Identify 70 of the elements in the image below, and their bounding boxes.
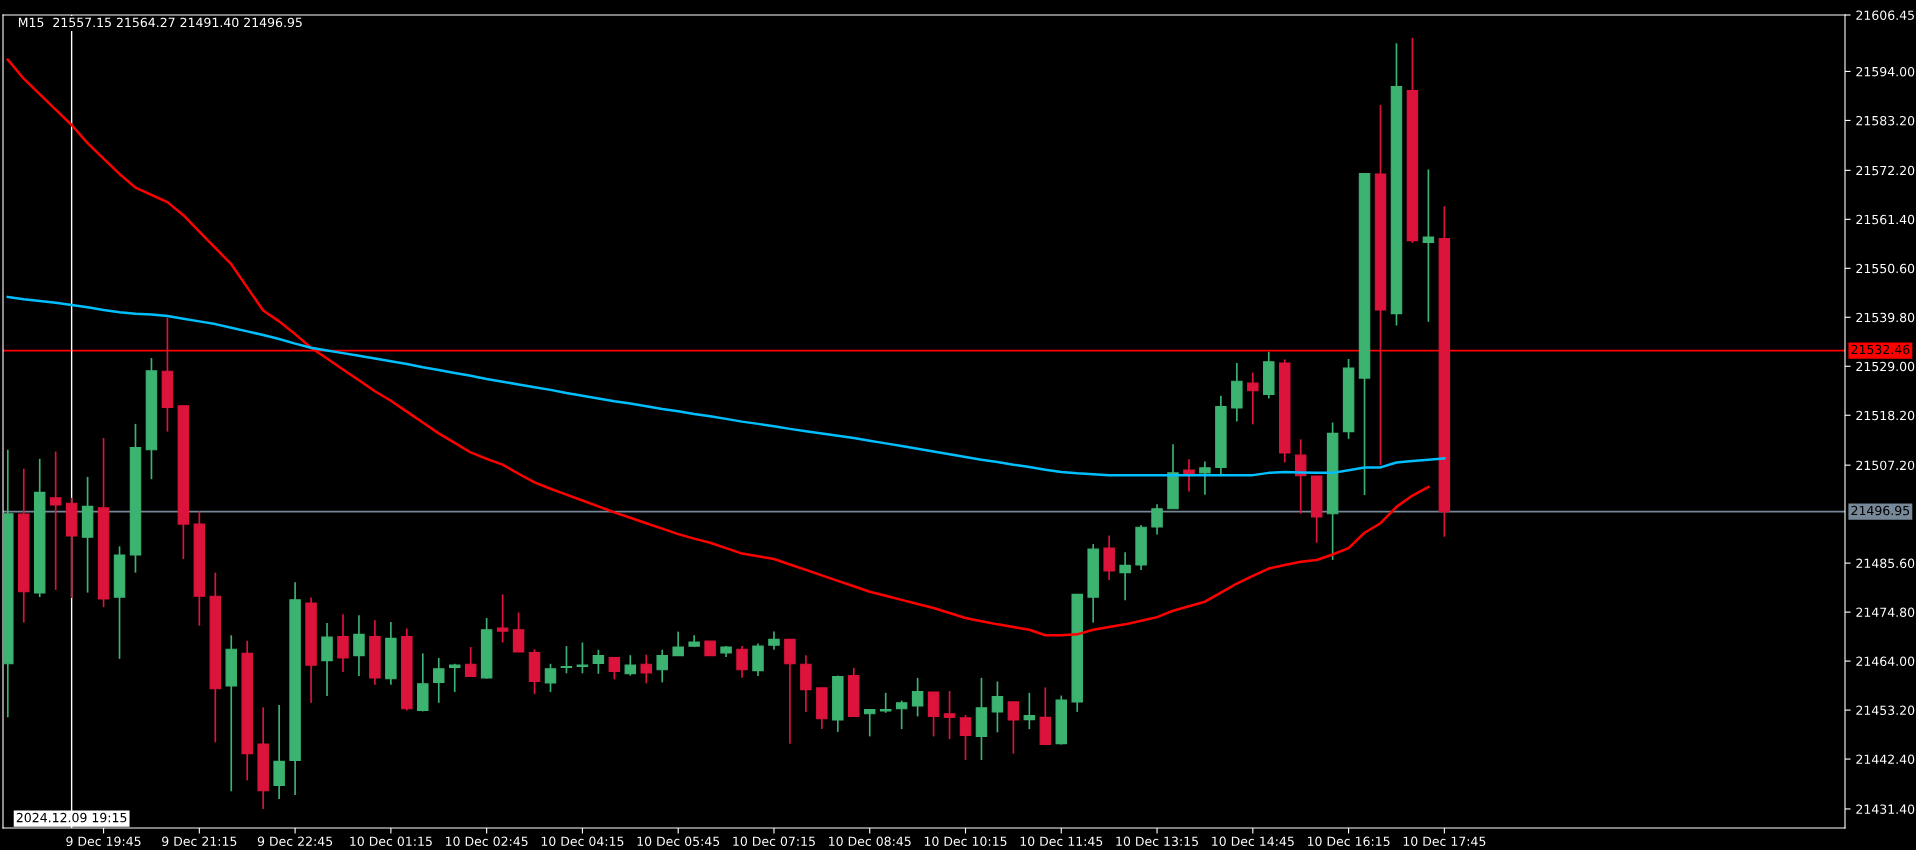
candlestick: [911, 677, 924, 718]
y-tick-label: 21561.40: [1856, 214, 1915, 225]
candlestick: [1103, 534, 1115, 581]
candlestick: [512, 611, 525, 653]
x-tick-label: 9 Dec 22:45: [257, 836, 333, 847]
y-tick-label: 21442.40: [1856, 754, 1915, 764]
x-tick-label: 10 Dec 05:45: [637, 836, 720, 847]
candlestick: [608, 656, 621, 681]
x-tick-label: 10 Dec 02:45: [445, 836, 528, 847]
candlestick: [1151, 503, 1163, 536]
y-tick-label: 21550.60: [1856, 263, 1915, 274]
candlestick: [1023, 692, 1036, 730]
y-tick-label: 21529.00: [1856, 361, 1915, 372]
y-tick-label: 21507.20: [1856, 460, 1915, 471]
candlestick: [1007, 701, 1020, 755]
candlestick: [879, 692, 892, 714]
x-tick-label: 10 Dec 10:15: [924, 836, 1007, 847]
x-tick-label: 10 Dec 04:15: [541, 836, 624, 847]
candlestick: [1422, 168, 1435, 323]
candlestick: [496, 593, 509, 644]
x-tick-label: 10 Dec 13:15: [1116, 836, 1198, 847]
x-tick-label: 9 Dec 21:15: [162, 836, 237, 847]
candlestick: [1199, 460, 1211, 496]
candlestick: [1119, 551, 1131, 602]
chart-title: M15 21557.15 21564.27 21491.40 21496.95: [18, 17, 302, 28]
candlestick: [1247, 371, 1259, 426]
x-tick-label: 10 Dec 07:15: [733, 836, 815, 847]
candlestick: [560, 645, 573, 675]
candlestick: [959, 714, 972, 761]
x-tick-label: 10 Dec 01:15: [350, 836, 432, 847]
y-tick-label: 21485.60: [1856, 558, 1915, 569]
y-tick-label: 21464.00: [1856, 656, 1915, 667]
x-tick-label: 10 Dec 08:45: [829, 836, 911, 847]
ref-line-label: 21532.46: [1851, 344, 1910, 355]
candlestick: [943, 690, 956, 740]
y-tick-label: 21518.20: [1856, 410, 1915, 421]
candlestick: [592, 648, 605, 675]
candlestick: [656, 648, 668, 684]
candlestick: [353, 614, 365, 677]
candlestick: [640, 653, 653, 685]
y-tick-label: 21539.80: [1856, 312, 1915, 323]
candlestick: [448, 662, 461, 693]
candlestick: [49, 450, 62, 591]
y-tick-label: 21572.20: [1856, 165, 1915, 176]
y-tick-label: 21594.00: [1856, 66, 1915, 77]
candlestick: [544, 662, 557, 693]
candlestick: [321, 622, 333, 697]
candlestick: [863, 708, 876, 738]
x-tick-label: 10 Dec 14:45: [1212, 836, 1294, 847]
candlestick: [337, 613, 349, 673]
candlestick: [433, 657, 445, 704]
x-tick-label: 9 Dec 19:45: [66, 836, 141, 847]
candlestick: [768, 630, 780, 651]
y-tick-label: 21453.20: [1856, 705, 1915, 715]
x-tick-label: 10 Dec 11:45: [1020, 836, 1103, 847]
ref-line-label: 21496.95: [1851, 505, 1910, 516]
y-tick-label: 21606.45: [1856, 10, 1914, 20]
candlestick: [895, 699, 908, 730]
x-tick-label: 2024.12.09 19:15: [16, 812, 127, 823]
y-tick-label: 21431.40: [1856, 804, 1915, 814]
candlestick: [736, 645, 748, 679]
candlestick: [464, 646, 477, 678]
candlestick: [991, 680, 1004, 734]
candlestick: [624, 654, 637, 677]
y-tick-label: 21583.20: [1856, 115, 1915, 126]
x-tick-label: 10 Dec 17:45: [1403, 836, 1486, 847]
y-tick-label: 21474.80: [1856, 607, 1915, 618]
line-series: [6, 295, 1446, 477]
x-tick-label: 10 Dec 16:15: [1307, 836, 1390, 847]
candlestick: [672, 630, 684, 657]
